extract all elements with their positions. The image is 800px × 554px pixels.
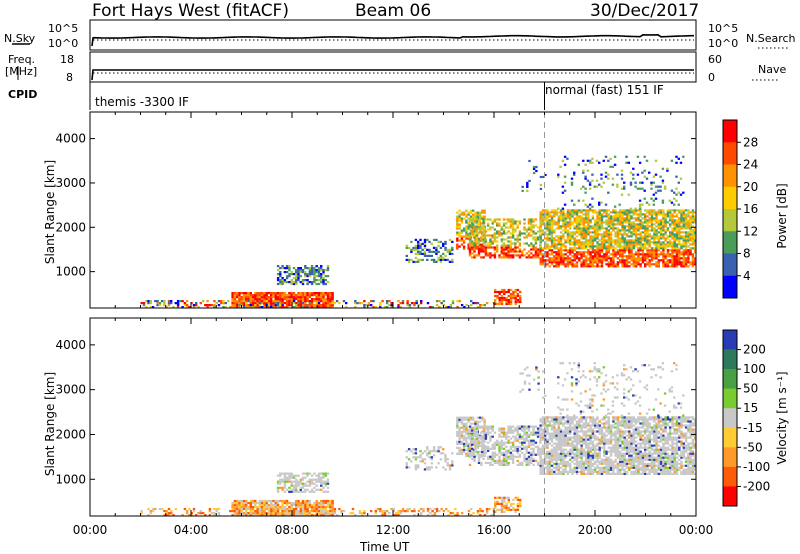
panel-1-colorbar-swatch xyxy=(723,369,737,389)
velocity-echoes xyxy=(140,362,697,517)
freq-label-1: Freq. xyxy=(8,53,36,66)
panel-0-colorbar-swatch xyxy=(723,142,737,165)
nsearch-label: N.Search xyxy=(746,32,796,45)
panel-0-colorbar-swatch xyxy=(723,275,737,299)
panel-0-colorbar-label: 20 xyxy=(743,180,758,194)
nave-label: Nave xyxy=(758,63,787,76)
panel-0-colorbar-label: 4 xyxy=(743,269,751,283)
beam-label: Beam 06 xyxy=(355,1,432,21)
x-tick-label: 04:00 xyxy=(174,523,209,537)
panel-1-ytick-label: 2000 xyxy=(55,427,86,441)
x-axis-label: Time UT xyxy=(360,540,410,554)
nsky-tick-bottom: 10^0 xyxy=(48,37,79,50)
panel-1-colorbar-swatch xyxy=(723,388,737,409)
panel-0-colorbar-label: 28 xyxy=(743,135,758,149)
panel-0-colorbar-swatch xyxy=(723,209,737,232)
panel-1-colorbar-swatch xyxy=(723,486,737,507)
panel-1-colorbar-label: 100 xyxy=(743,362,766,376)
panel-0-colorbar-swatch xyxy=(723,164,737,188)
x-tick-label: 00:00 xyxy=(679,523,714,537)
freq-trace xyxy=(91,69,694,81)
nsearch-tick-bottom: 10^0 xyxy=(708,37,739,50)
nsky-label: N.Sky xyxy=(4,32,36,45)
nsky-panel xyxy=(89,19,697,51)
x-tick-label: 20:00 xyxy=(578,523,613,537)
nsky-tick-top: 10^5 xyxy=(48,22,79,35)
panel-1-colorbar-swatch xyxy=(723,447,737,468)
panel-0-colorbar-swatch xyxy=(723,120,737,143)
panel-1-colorbar-swatch xyxy=(723,427,737,448)
x-tick-label: 16:00 xyxy=(477,523,512,537)
cpid-label: CPID xyxy=(8,88,38,101)
panel-0-colorbar-label: 24 xyxy=(743,158,758,172)
power-echoes xyxy=(140,155,697,309)
panel-0-colorbar-label: 16 xyxy=(743,202,758,216)
nsky-trace xyxy=(91,33,694,47)
panel-0-ytick-label: 2000 xyxy=(55,220,86,234)
panel-1-colorbar-label: -50 xyxy=(743,440,763,454)
panel-1-colorbar-swatch xyxy=(723,408,737,429)
panel-1-colorbar-swatch xyxy=(723,466,737,487)
panel-0-ytick-label: 4000 xyxy=(55,132,86,146)
panel-1-colorbar-label: 200 xyxy=(743,343,766,357)
panel-1-colorbar-label: 15 xyxy=(743,401,758,415)
freq-tick-top: 18 xyxy=(60,53,74,66)
date-label: 30/Dec/2017 xyxy=(590,1,700,21)
x-tick-label: 08:00 xyxy=(275,523,310,537)
panel-1-colorbar-swatch xyxy=(723,349,737,370)
x-tick-label: 00:00 xyxy=(73,523,108,537)
x-tick-label: 12:00 xyxy=(376,523,411,537)
nsearch-tick-top: 10^5 xyxy=(708,22,739,35)
freq-panel xyxy=(89,51,697,83)
panel-1-colorbar-label: -200 xyxy=(743,479,770,493)
panel-0-colorbar-swatch xyxy=(723,186,737,210)
panel-0-colorbar-label: 12 xyxy=(743,224,758,238)
panel-0-colorbar-label: 8 xyxy=(743,247,751,261)
nave-tick-top: 60 xyxy=(708,53,722,66)
panel-1-colorbar-frame xyxy=(722,329,738,507)
cpid-text-2: normal (fast) 151 IF xyxy=(545,83,664,97)
panel-1-colorbar-swatch xyxy=(723,330,737,350)
panel-1-ytick-label: 1000 xyxy=(55,472,86,486)
radar-title: Fort Hays West (fitACF) xyxy=(92,1,289,21)
panel-1-colorbar-label: -100 xyxy=(743,460,770,474)
nave-tick-bottom: 0 xyxy=(708,71,715,84)
panel-1-colorbar-label: -15 xyxy=(743,421,763,435)
freq-label-2: [MHz] xyxy=(5,65,38,78)
panel-0-colorbar-swatch xyxy=(723,253,737,277)
panel-0-colorbar-swatch xyxy=(723,231,737,254)
panel-0-ytick-label: 1000 xyxy=(55,265,86,279)
freq-tick-bottom: 8 xyxy=(66,71,73,84)
panel-0-ytick-label: 3000 xyxy=(55,176,86,190)
panel-1-ytick-label: 3000 xyxy=(55,383,86,397)
cpid-text-1: themis -3300 IF xyxy=(95,95,189,109)
panel-1-colorbar-label: 50 xyxy=(743,382,758,396)
panel-1-ytick-label: 4000 xyxy=(55,338,86,352)
